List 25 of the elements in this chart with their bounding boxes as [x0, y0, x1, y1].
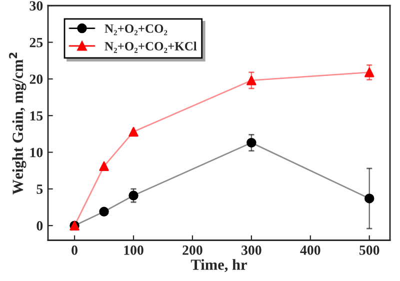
y-tick-label: 30: [30, 1, 43, 11]
y-tick-label: 0: [36, 221, 43, 231]
legend-label: N₂+O₂+CO₂: [104, 24, 168, 36]
y-tick-label: 20: [30, 74, 43, 84]
y-tick-label: 25: [30, 38, 43, 48]
point: [128, 190, 138, 200]
x-tick-label: 0: [72, 246, 78, 255]
point: [364, 194, 374, 204]
y-axis-title: Weight Gain, mg/cm$^{2}$: [9, 52, 26, 194]
y-tick-label: 5: [36, 184, 43, 194]
point: [246, 138, 256, 148]
x-axis-title: Time, hr: [190, 259, 247, 272]
point: [364, 67, 374, 78]
y-tick-label: 10: [30, 148, 43, 158]
y-tick-label: 15: [30, 111, 43, 121]
point: [246, 76, 256, 86]
x-tick-label: 300: [242, 246, 262, 255]
x-tick-label: 100: [124, 246, 144, 255]
legend-label: N₂+O₂+CO₂+KCl: [104, 42, 197, 53]
x-tick-label: 400: [300, 246, 320, 255]
x-tick-label: 500: [360, 246, 380, 255]
point: [128, 126, 138, 137]
x-tick-label: 200: [182, 246, 202, 255]
point: [99, 206, 109, 217]
point: [99, 161, 109, 172]
